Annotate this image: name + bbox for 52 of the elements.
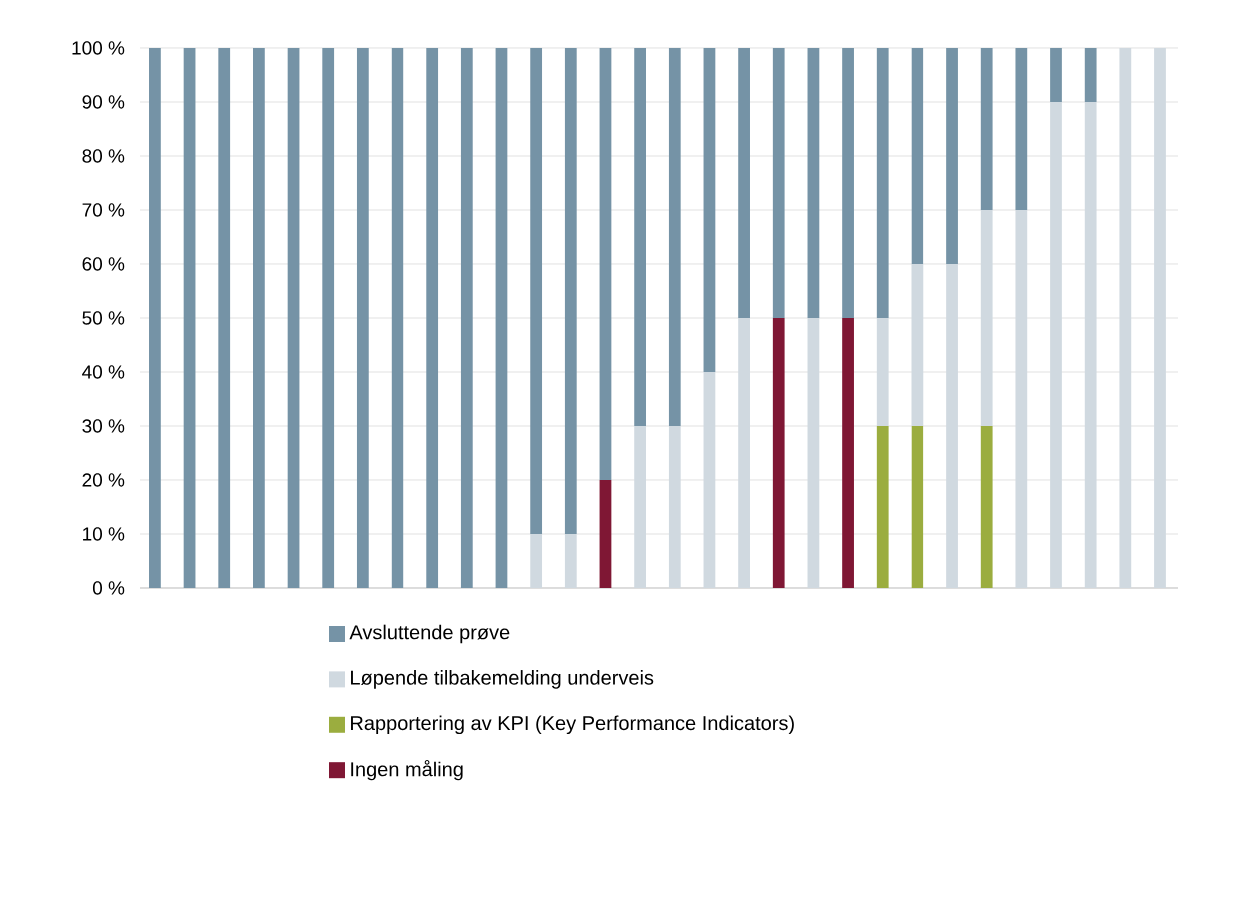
y-tick-label: 70 % <box>82 203 125 217</box>
bar <box>772 317 785 588</box>
legend-label: Ingen måling <box>351 760 463 781</box>
y-tick-label: 10 % <box>83 527 125 541</box>
bar <box>668 47 681 426</box>
bar <box>460 47 473 588</box>
legend-label: Avsluttende prøve <box>349 624 510 644</box>
bar <box>738 47 750 318</box>
bar <box>980 47 993 210</box>
bar <box>980 209 993 426</box>
y-tick-label: 40 % <box>82 365 125 379</box>
bar <box>426 47 439 588</box>
bar <box>842 317 854 588</box>
bar <box>1084 47 1097 102</box>
bar <box>530 47 543 534</box>
bar <box>980 425 993 588</box>
bar <box>946 47 958 264</box>
bar <box>876 317 889 426</box>
bar <box>149 47 161 588</box>
bar <box>634 47 647 426</box>
bar <box>703 47 716 372</box>
bar <box>1015 47 1028 210</box>
bar <box>495 47 508 588</box>
y-tick-label: 80 % <box>82 149 125 163</box>
bar <box>599 47 612 480</box>
bar <box>322 47 335 588</box>
y-tick-label: 100 % <box>72 41 125 55</box>
bar <box>599 479 612 588</box>
bar <box>842 47 854 318</box>
y-tick-label: 60 % <box>82 257 125 271</box>
bar <box>911 263 924 426</box>
bar <box>911 47 924 264</box>
bar <box>911 425 924 588</box>
bar <box>876 47 889 318</box>
y-tick-label: 50 % <box>82 311 125 325</box>
y-tick-label: 30 % <box>82 419 125 433</box>
bar <box>287 47 300 588</box>
bar <box>356 47 369 588</box>
bar <box>252 47 265 588</box>
legend-label: Rapportering av KPI (Key Performance Indicators) <box>351 715 794 735</box>
bar <box>876 425 889 588</box>
bar <box>564 47 577 534</box>
y-tick-label: 20 % <box>82 473 125 487</box>
bar <box>218 47 231 588</box>
bar <box>807 47 820 318</box>
legend-label: Løpende tilbakemelding underveis <box>351 670 654 689</box>
y-tick-label: 0 % <box>92 581 125 595</box>
bar <box>772 47 785 318</box>
bar <box>391 47 404 588</box>
y-tick-label: 90 % <box>82 95 125 109</box>
bar <box>183 47 196 588</box>
bar <box>1050 47 1062 102</box>
